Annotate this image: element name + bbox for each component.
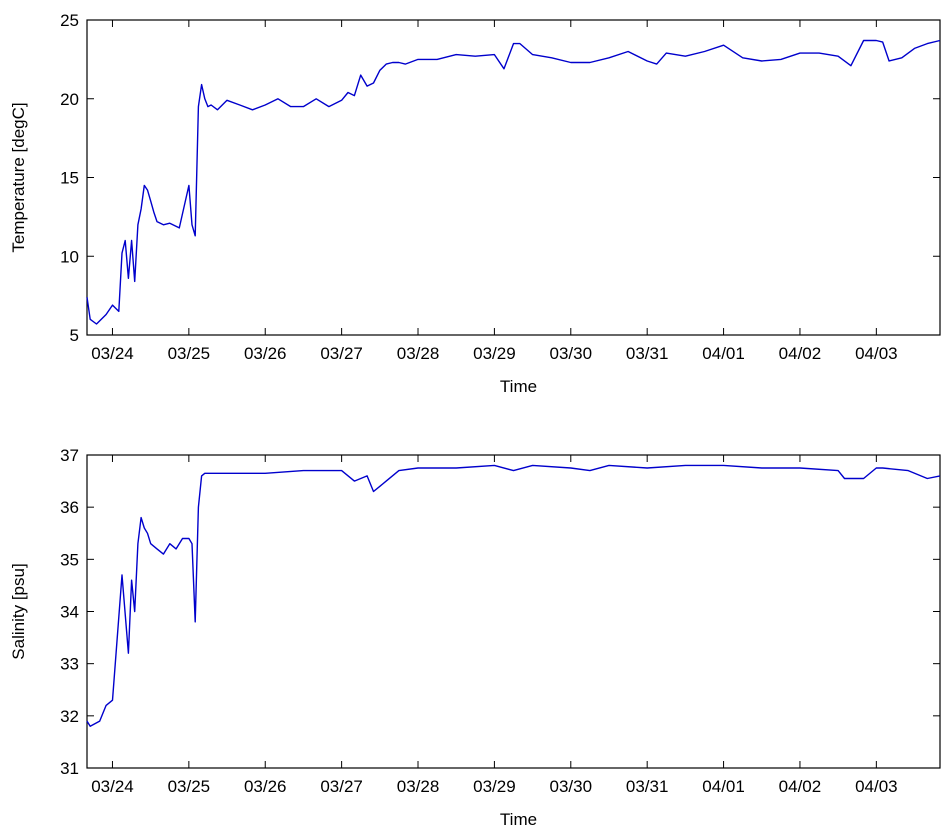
y-tick-label: 15 bbox=[60, 169, 79, 188]
axes-box bbox=[86, 454, 941, 769]
salinity-panel: 31 32 33 34 35 36 37 03/24 03/25 03/26 03/27 03/28 0… bbox=[9, 446, 941, 829]
y-tick-label: 32 bbox=[60, 707, 79, 726]
x-tick-label: 03/26 bbox=[244, 777, 287, 796]
y-tick-label: 25 bbox=[60, 11, 79, 30]
x-tick-label: 04/03 bbox=[855, 344, 898, 363]
x-tick-label: 03/29 bbox=[473, 344, 516, 363]
x-tick-label: 03/30 bbox=[550, 344, 593, 363]
x-tick-label: 03/25 bbox=[168, 344, 211, 363]
x-tick-label: 03/31 bbox=[626, 344, 669, 363]
y-tick-label: 34 bbox=[60, 603, 79, 622]
x-tick-label: 03/27 bbox=[320, 344, 363, 363]
series-line bbox=[86, 39, 941, 325]
series-line bbox=[86, 464, 941, 727]
x-tick-label: 04/02 bbox=[779, 344, 822, 363]
x-tick-label: 04/01 bbox=[702, 777, 745, 796]
x-tick-label: 04/03 bbox=[855, 777, 898, 796]
x-tick-label: 03/28 bbox=[397, 777, 440, 796]
x-tick-label: 03/29 bbox=[473, 777, 516, 796]
y-tick-label: 33 bbox=[60, 655, 79, 674]
y-tick-label: 31 bbox=[60, 759, 79, 778]
x-tick-label: 03/26 bbox=[244, 344, 287, 363]
y-axis-label: Salinity [psu] bbox=[9, 563, 28, 659]
x-tick-label: 04/02 bbox=[779, 777, 822, 796]
x-tick-label: 03/24 bbox=[91, 777, 134, 796]
x-tick-label: 03/31 bbox=[626, 777, 669, 796]
y-axis-label: Temperature [degC] bbox=[9, 102, 28, 252]
x-tick-label: 03/24 bbox=[91, 344, 134, 363]
x-tick-label: 04/01 bbox=[702, 344, 745, 363]
x-tick-label: 03/30 bbox=[550, 777, 593, 796]
y-tick-label: 35 bbox=[60, 550, 79, 569]
x-tick-label: 03/28 bbox=[397, 344, 440, 363]
y-tick-label: 36 bbox=[60, 498, 79, 517]
x-axis-label: Time bbox=[500, 810, 537, 829]
axes-box bbox=[86, 19, 941, 336]
y-tick-label: 5 bbox=[70, 326, 79, 345]
y-tick-label: 10 bbox=[60, 247, 79, 266]
y-tick-label: 20 bbox=[60, 90, 79, 109]
x-axis-label: Time bbox=[500, 377, 537, 396]
x-tick-label: 03/27 bbox=[320, 777, 363, 796]
x-tick-label: 03/25 bbox=[168, 777, 211, 796]
y-tick-label: 37 bbox=[60, 446, 79, 465]
temperature-panel: 5 10 15 20 25 03/24 03/25 03/26 03/27 03/28 03/29 0… bbox=[9, 11, 941, 396]
